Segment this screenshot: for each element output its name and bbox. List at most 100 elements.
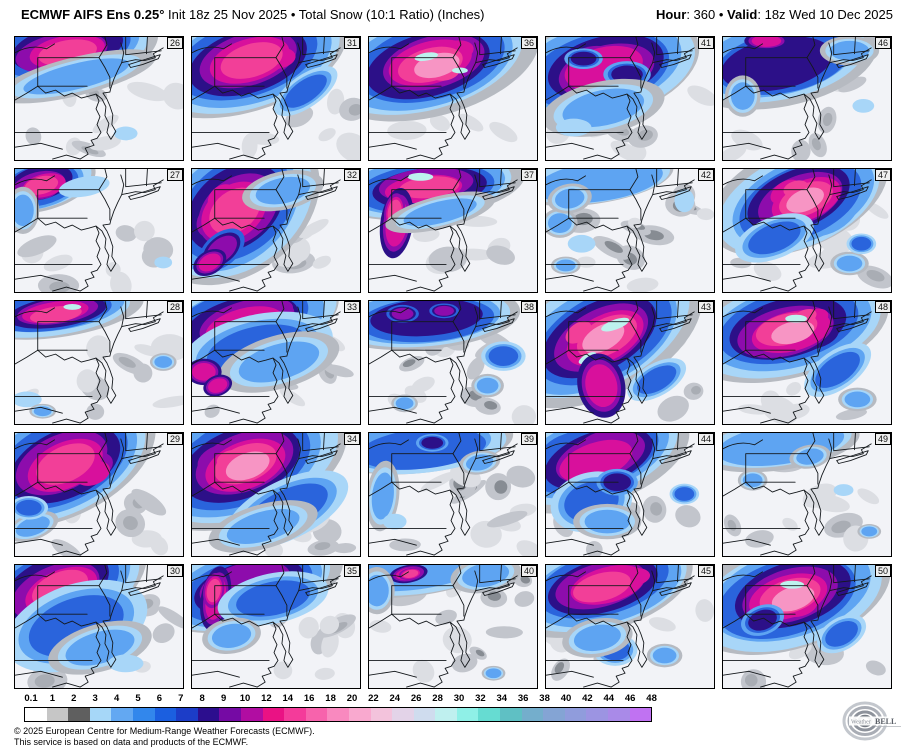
member-number: 41 xyxy=(697,37,714,49)
colorbar-segment xyxy=(89,708,112,721)
member-number: 46 xyxy=(874,37,891,49)
colorbar-tick-label: 28 xyxy=(432,693,443,704)
colorbar-tick-label: 30 xyxy=(453,693,465,704)
member-number: 30 xyxy=(166,565,183,577)
map-panel-40[interactable]: 40 xyxy=(368,564,538,689)
colorbar-segment xyxy=(370,708,393,721)
model-name: ECMWF AIFS Ens 0.25° xyxy=(21,7,165,22)
copyright: © 2025 European Centre for Medium-Range … xyxy=(14,726,315,748)
colorbar-segment xyxy=(608,708,630,721)
member-number: 47 xyxy=(874,169,891,181)
header: ECMWF AIFS Ens 0.25° Init 18z 25 Nov 202… xyxy=(21,7,893,22)
colorbar-tick-label: 36 xyxy=(517,693,529,704)
member-number: 37 xyxy=(520,169,537,181)
member-number: 35 xyxy=(343,565,360,577)
colorbar-tick-label: 5 xyxy=(135,693,141,704)
colorbar-segment xyxy=(478,708,501,721)
map-panel-50[interactable]: 50 xyxy=(722,564,892,689)
map-panel-37[interactable]: 37 xyxy=(368,168,538,293)
member-number: 39 xyxy=(520,433,537,445)
colorbar-segment xyxy=(68,708,90,721)
map-panel-38[interactable]: 38 xyxy=(368,300,538,425)
map-panel-43[interactable]: 43 xyxy=(545,300,715,425)
colorbar-tick-label: 46 xyxy=(624,693,636,704)
map-panel-32[interactable]: 32 xyxy=(191,168,361,293)
colorbar-tick-label: 48 xyxy=(646,693,657,704)
member-number: 31 xyxy=(343,37,360,49)
map-panel-29[interactable]: 29 xyxy=(14,432,184,557)
map-panel-36[interactable]: 36 xyxy=(368,36,538,161)
map-panel-35[interactable]: 35 xyxy=(191,564,361,689)
copyright-line2: This service is based on data and produc… xyxy=(14,737,249,747)
copyright-line1: © 2025 European Centre for Medium-Range … xyxy=(14,726,315,736)
colorbar-segment xyxy=(176,708,198,721)
colorbar-segment xyxy=(564,708,587,721)
colorbar-tick-label: 24 xyxy=(389,693,401,704)
colorbar-segment xyxy=(240,708,263,721)
colorbar-tick-label: 16 xyxy=(303,693,315,704)
map-panel-48[interactable]: 48 xyxy=(722,300,892,425)
member-number: 42 xyxy=(697,169,714,181)
colorbar-segment xyxy=(305,708,328,721)
colorbar-segment xyxy=(219,708,241,721)
colorbar-tick-label: 7 xyxy=(178,693,184,704)
colorbar-segment xyxy=(521,708,544,721)
logo-text-bell: BELL xyxy=(875,717,896,726)
valid-time: Hour: 360 • Valid: 18z Wed 10 Dec 2025 xyxy=(656,7,893,22)
colorbar-tick-label: 2 xyxy=(71,693,77,704)
map-panel-30[interactable]: 30 xyxy=(14,564,184,689)
product-title: ECMWF AIFS Ens 0.25° Init 18z 25 Nov 202… xyxy=(21,7,485,22)
member-number: 28 xyxy=(166,301,183,313)
map-panel-27[interactable]: 27 xyxy=(14,168,184,293)
colorbar-segment xyxy=(46,708,69,721)
colorbar-tick-label: 8 xyxy=(199,693,205,704)
colorbar-tick-label: 14 xyxy=(282,693,294,704)
map-panel-44[interactable]: 44 xyxy=(545,432,715,557)
map-panel-39[interactable]: 39 xyxy=(368,432,538,557)
colorbar-tick-label: 40 xyxy=(560,693,572,704)
colorbar-segment xyxy=(456,708,479,721)
colorbar-segment xyxy=(154,708,177,721)
colorbar-tick-label: 4 xyxy=(113,693,120,704)
member-number: 38 xyxy=(520,301,537,313)
member-number: 36 xyxy=(520,37,537,49)
colorbar-tick-label: 10 xyxy=(239,693,251,704)
member-number: 45 xyxy=(697,565,714,577)
colorbar-segment xyxy=(25,708,47,721)
ensemble-panel-grid: 26 31 36 xyxy=(14,36,892,689)
map-panel-46[interactable]: 46 xyxy=(722,36,892,161)
colorbar-tick-label: 12 xyxy=(261,693,272,704)
colorbar-segment xyxy=(197,708,220,721)
colorbar-tick-label: 26 xyxy=(410,693,422,704)
map-panel-42[interactable]: 42 xyxy=(545,168,715,293)
colorbar-segment xyxy=(543,708,565,721)
colorbar-segment xyxy=(586,708,609,721)
colorbar-tick-label: 42 xyxy=(582,693,593,704)
colorbar-segment xyxy=(348,708,371,721)
logo-text-weather: Weather xyxy=(851,720,871,726)
colorbar-segment xyxy=(262,708,285,721)
colorbar-tick-label: 3 xyxy=(92,693,98,704)
colorbar-tick-label: 38 xyxy=(539,693,550,704)
colorbar-tick-labels: 0.1 1 2 3 4 5 6 7 8 9 10 12 14 16 18 20 22 24 26 28 30 32 34 36… xyxy=(24,693,674,705)
colorbar-segment xyxy=(132,708,155,721)
map-panel-34[interactable]: 34 xyxy=(191,432,361,557)
map-panel-28[interactable]: 28 xyxy=(14,300,184,425)
colorbar-segment xyxy=(435,708,457,721)
member-number: 49 xyxy=(874,433,891,445)
map-panel-47[interactable]: 47 xyxy=(722,168,892,293)
map-panel-33[interactable]: 33 xyxy=(191,300,361,425)
map-panel-49[interactable]: 49 xyxy=(722,432,892,557)
valid-value: : 18z Wed 10 Dec 2025 xyxy=(757,7,893,22)
map-panel-41[interactable]: 41 xyxy=(545,36,715,161)
map-panel-26[interactable]: 26 xyxy=(14,36,184,161)
member-number: 26 xyxy=(166,37,183,49)
colorbar-segment xyxy=(111,708,133,721)
hour-label: Hour xyxy=(655,7,687,22)
map-panel-31[interactable]: 31 xyxy=(191,36,361,161)
colorbar-tick-label: 1 xyxy=(49,693,56,704)
member-number: 27 xyxy=(166,169,183,181)
map-panel-45[interactable]: 45 xyxy=(545,564,715,689)
init-and-variable: Init 18z 25 Nov 2025 • Total Snow (10:1 … xyxy=(164,7,485,22)
member-number: 40 xyxy=(520,565,537,577)
